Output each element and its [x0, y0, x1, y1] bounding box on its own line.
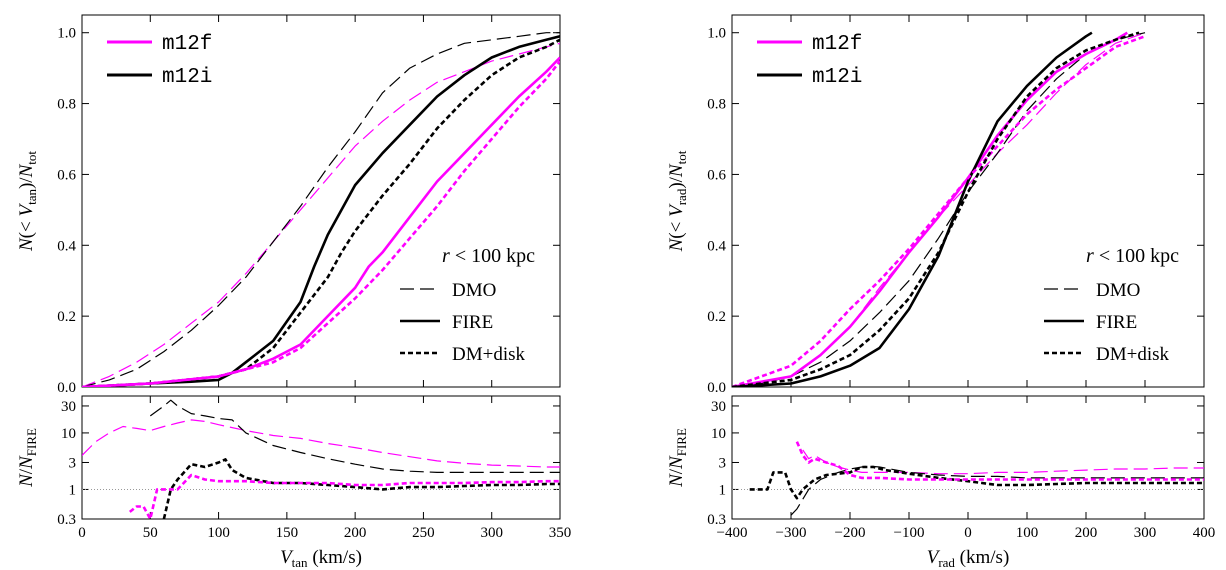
series-m12f-fire — [732, 31, 1128, 387]
y-tick-label: 1.0 — [57, 26, 76, 42]
y-tick-label: 10 — [711, 426, 726, 442]
series-m12i-dmo — [82, 32, 560, 387]
x-axis-label: Vrad (km/s) — [927, 547, 1010, 570]
ratio-axis-label: N/NFIRE — [16, 428, 39, 488]
x-tick-label: 250 — [412, 525, 435, 541]
series-m12f-dm-disk — [732, 35, 1146, 387]
y-axis-label: N(< Vtan)/Ntot — [16, 151, 39, 252]
y-tick-label: 1 — [719, 482, 727, 498]
style-label-fire: FIRE — [452, 312, 493, 333]
y-tick-label: 0.3 — [57, 512, 76, 528]
y-tick-label: 1 — [69, 482, 77, 498]
top-series-group — [732, 31, 1146, 387]
x-tick-label: 300 — [1134, 525, 1157, 541]
y-tick-label: 0.4 — [57, 238, 76, 254]
style-label-dmo: DMO — [452, 280, 496, 301]
y-tick-label: 0.2 — [707, 309, 726, 325]
style-label-dm-disk: DM+disk — [452, 344, 526, 365]
style-label-fire: FIRE — [1096, 312, 1137, 333]
series-m12i-dm-disk — [749, 465, 1204, 500]
y-tick-label: 0.8 — [57, 97, 76, 113]
x-tick-label: 200 — [344, 525, 367, 541]
y-tick-label: 10 — [61, 426, 76, 442]
series-m12i-dmo — [732, 32, 1146, 387]
series-m12i-dm-disk — [162, 458, 560, 519]
radius-annotation: r < 100 kpc — [442, 245, 535, 267]
y-tick-label: 0.6 — [57, 167, 76, 183]
x-tick-label: −400 — [717, 525, 748, 541]
y-tick-label: 0.3 — [707, 512, 726, 528]
bottom-panel-frame — [731, 395, 1205, 520]
y-tick-label: 3 — [69, 455, 77, 471]
legend-label-m12i: m12i — [162, 66, 212, 89]
series-m12i-dm-disk — [82, 38, 560, 387]
series-m12f-dm-disk — [128, 473, 560, 519]
x-tick-label: 300 — [480, 525, 503, 541]
series-m12i-fire — [732, 31, 1093, 387]
bottom-series-group — [82, 399, 560, 519]
y-tick-label: 1.0 — [707, 26, 726, 42]
chart-left: 0.0 0.2 0.4 0.6 0.8 1.0 0 50 100 150 200 250 300 350 0… — [16, 14, 572, 570]
series-m12f-dmo — [802, 449, 1204, 475]
x-tick-label: −200 — [835, 525, 866, 541]
style-label-dm-disk: DM+disk — [1096, 344, 1170, 365]
y-tick-label: 0.8 — [707, 97, 726, 113]
legend-label-m12f: m12f — [162, 33, 212, 56]
radius-annotation: r < 100 kpc — [1086, 245, 1179, 267]
x-tick-label: −100 — [894, 525, 925, 541]
series-m12f-dmo — [82, 42, 560, 387]
x-axis-label: Vtan (km/s) — [280, 547, 362, 570]
bottom-panel-frame — [81, 395, 561, 520]
y-tick-label: 0.4 — [707, 238, 726, 254]
top-panel-frame — [81, 14, 561, 388]
y-tick-label: 0.0 — [707, 380, 726, 396]
y-tick-label: 30 — [61, 399, 76, 415]
top-series-group — [82, 32, 560, 387]
x-tick-label: 200 — [1075, 525, 1098, 541]
y-tick-label: 0.6 — [707, 167, 726, 183]
series-m12f-fire — [82, 56, 560, 387]
style-label-dmo: DMO — [1096, 280, 1140, 301]
x-tick-label: 0 — [78, 525, 86, 541]
legend-label-m12f: m12f — [812, 33, 862, 56]
series-m12f-dmo — [732, 32, 1146, 387]
series-m12i-fire — [82, 35, 560, 387]
series-m12i-dmo — [790, 465, 1204, 516]
series-m12f-dm-disk — [795, 441, 1204, 481]
y-tick-label: 3 — [719, 455, 727, 471]
x-tick-label: −300 — [776, 525, 807, 541]
series-m12i-dmo — [149, 399, 560, 473]
x-tick-label: 400 — [1193, 525, 1216, 541]
x-tick-label: 350 — [549, 525, 572, 541]
y-tick-label: 30 — [711, 399, 726, 415]
x-tick-label: 150 — [276, 525, 299, 541]
x-tick-label: 100 — [207, 525, 230, 541]
chart-right: 0.0 0.2 0.4 0.6 0.8 1.0 −400 −300 −200 −100 0 100 20… — [666, 14, 1216, 570]
ratio-axis-label: N/NFIRE — [666, 428, 689, 488]
series-m12f-dm-disk — [82, 60, 560, 387]
x-tick-label: 100 — [1016, 525, 1039, 541]
bottom-series-group — [749, 441, 1204, 516]
legend-label-m12i: m12i — [812, 66, 862, 89]
y-tick-label: 0.2 — [57, 309, 76, 325]
y-tick-label: 0.0 — [57, 380, 76, 396]
series-m12i-dm-disk — [732, 31, 1140, 387]
series-m12f-dmo — [82, 419, 560, 468]
x-tick-label: 50 — [143, 525, 158, 541]
y-axis-label: N(< Vrad)/Ntot — [666, 150, 689, 252]
x-tick-label: 0 — [964, 525, 972, 541]
